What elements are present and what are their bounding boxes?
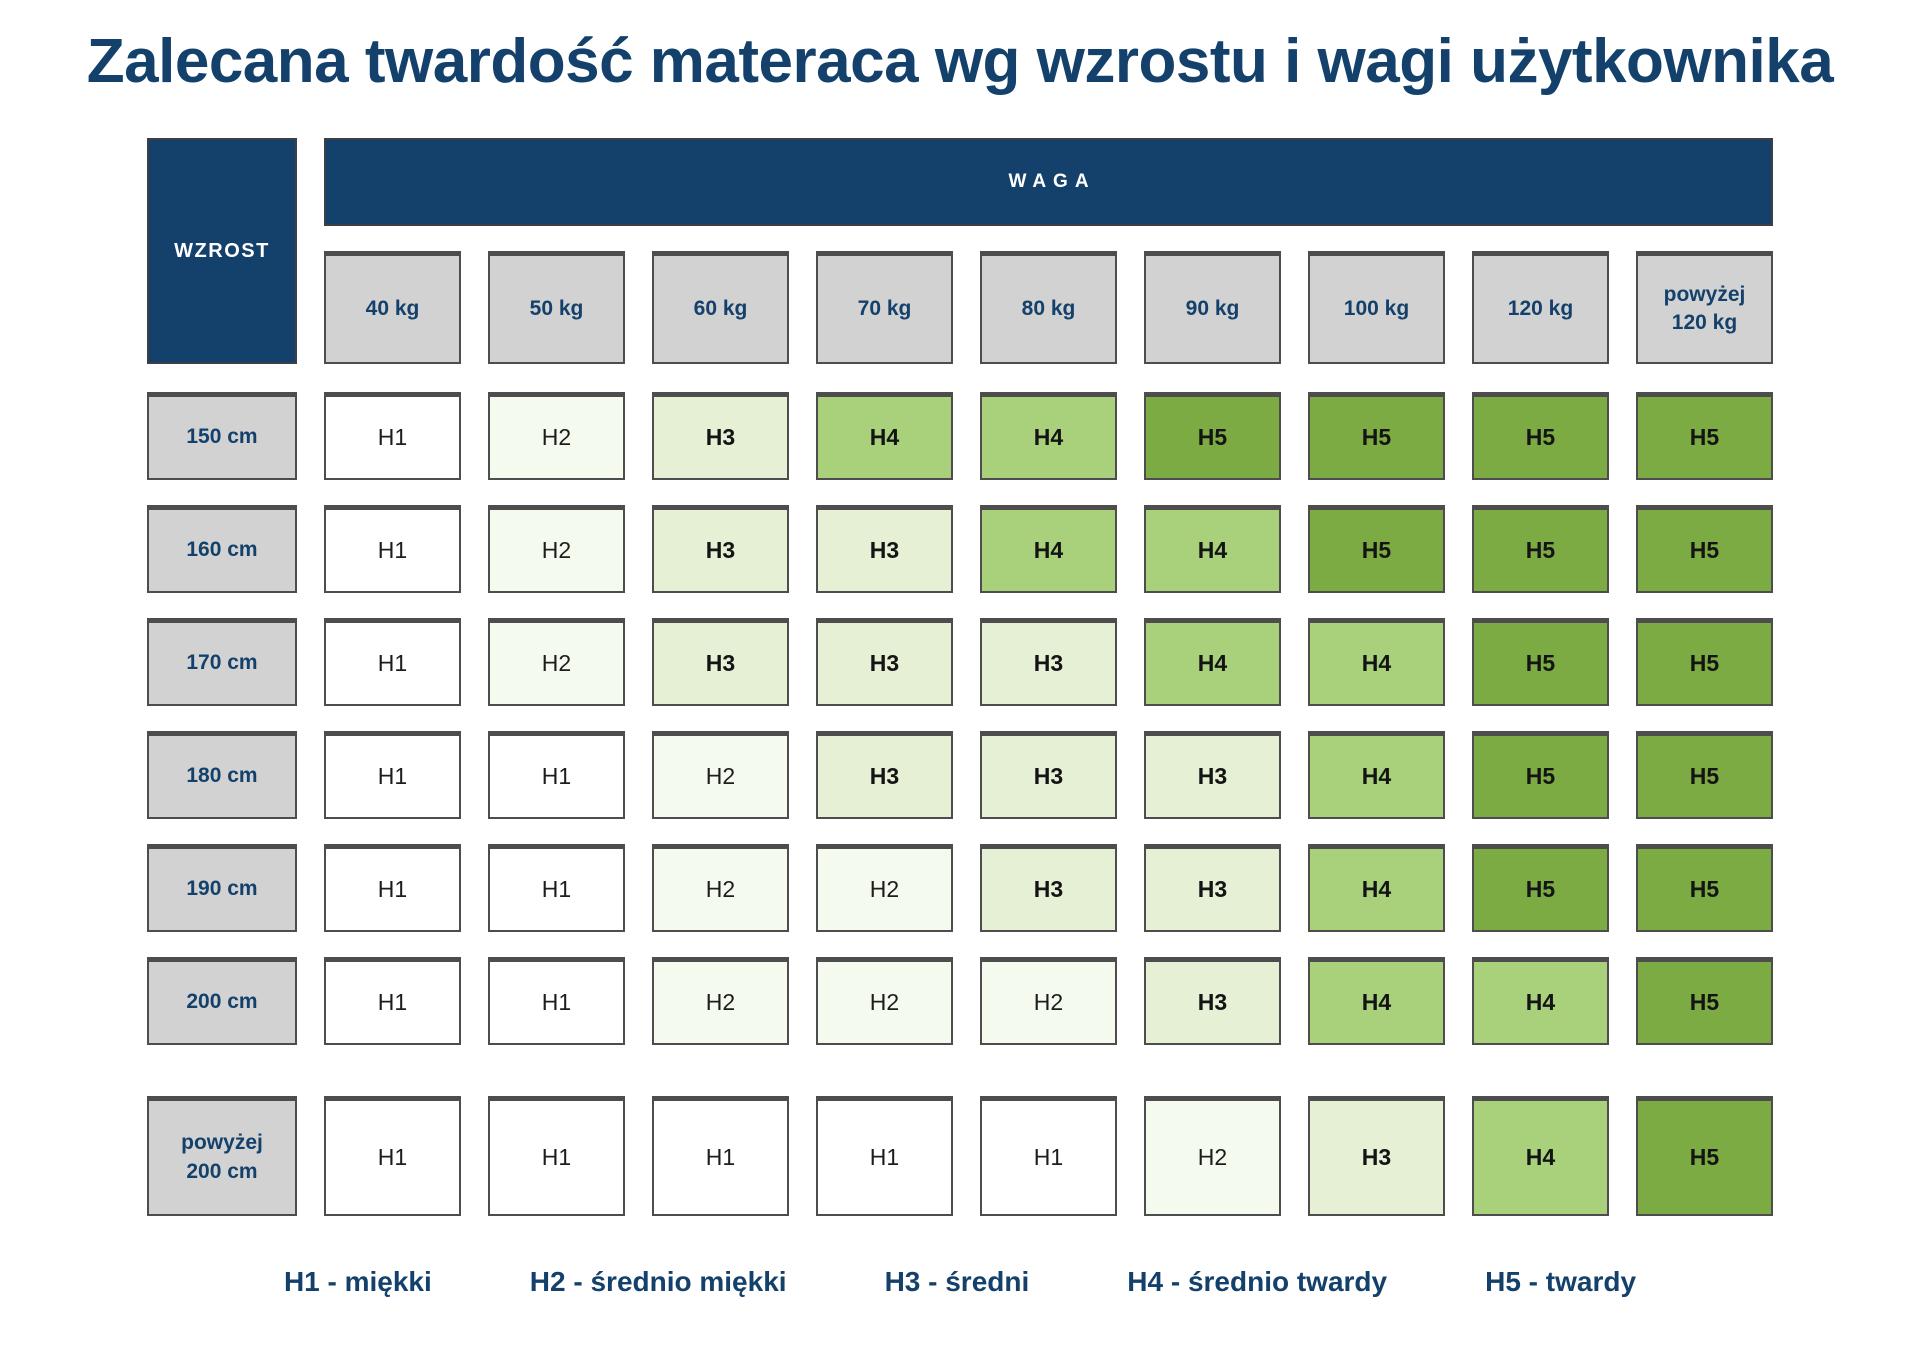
firmness-cell: H3: [980, 844, 1117, 932]
firmness-cell: H3: [816, 731, 953, 819]
firmness-cell: H1: [488, 957, 625, 1045]
height-row-label: 180 cm: [147, 731, 297, 819]
firmness-cell: H4: [1144, 505, 1281, 593]
firmness-cell: H5: [1636, 731, 1773, 819]
firmness-cell: H5: [1636, 392, 1773, 480]
firmness-cell: H1: [488, 1096, 625, 1216]
firmness-cell: H3: [816, 505, 953, 593]
firmness-cell: H3: [980, 731, 1117, 819]
firmness-cell: H1: [324, 618, 461, 706]
firmness-cell: H2: [488, 618, 625, 706]
firmness-cell: H4: [1144, 618, 1281, 706]
firmness-cell: H1: [980, 1096, 1117, 1216]
weight-column-header: 90 kg: [1144, 251, 1281, 364]
firmness-cell: H5: [1636, 844, 1773, 932]
firmness-cell: H3: [1144, 844, 1281, 932]
firmness-cell: H3: [652, 392, 789, 480]
firmness-cell: H4: [1308, 618, 1445, 706]
weight-column-header: 50 kg: [488, 251, 625, 364]
firmness-cell: H5: [1636, 1096, 1773, 1216]
legend-item: H3 - średni: [884, 1266, 1030, 1297]
firmness-cell: H3: [1308, 1096, 1445, 1216]
legend-item: H1 - miękki: [283, 1266, 432, 1297]
legend: H1 - miękki H2 - średnio miękki H3 - średn…: [0, 1266, 1920, 1298]
firmness-cell: H1: [324, 505, 461, 593]
weight-header-bar: WAGA: [324, 138, 1773, 226]
firmness-cell: H5: [1636, 957, 1773, 1045]
weight-column-header: 70 kg: [816, 251, 953, 364]
firmness-cell: H1: [324, 392, 461, 480]
weight-column-header: powyżej 120 kg: [1636, 251, 1773, 364]
firmness-cell: H2: [652, 731, 789, 819]
firmness-cell: H3: [980, 618, 1117, 706]
firmness-cell: H5: [1636, 505, 1773, 593]
firmness-cell: H3: [816, 618, 953, 706]
firmness-cell: H4: [1308, 957, 1445, 1045]
firmness-cell: H3: [652, 505, 789, 593]
legend-item: H5 - twardy: [1485, 1266, 1637, 1297]
height-row-label: 150 cm: [147, 392, 297, 480]
weight-column-header: 100 kg: [1308, 251, 1445, 364]
height-header-cell: WZROST: [147, 138, 297, 364]
weight-column-header: 80 kg: [980, 251, 1117, 364]
weight-column-header: 120 kg: [1472, 251, 1609, 364]
firmness-cell: H4: [1308, 844, 1445, 932]
firmness-cell: H1: [324, 1096, 461, 1216]
height-row-label: 200 cm: [147, 957, 297, 1045]
firmness-cell: H1: [324, 957, 461, 1045]
firmness-cell: H3: [652, 618, 789, 706]
firmness-cell: H5: [1472, 844, 1609, 932]
firmness-cell: H1: [488, 844, 625, 932]
weight-column-header: 40 kg: [324, 251, 461, 364]
firmness-cell: H5: [1472, 731, 1609, 819]
legend-item: H2 - średnio miękki: [529, 1266, 787, 1297]
firmness-cell: H5: [1144, 392, 1281, 480]
height-row-label: 170 cm: [147, 618, 297, 706]
firmness-cell: H1: [488, 731, 625, 819]
firmness-cell: H3: [1144, 731, 1281, 819]
page-title: Zalecana twardość materaca wg wzrostu i …: [86, 27, 1834, 96]
firmness-cell: H1: [324, 731, 461, 819]
firmness-cell: H3: [1144, 957, 1281, 1045]
firmness-cell: H5: [1472, 505, 1609, 593]
firmness-cell: H5: [1472, 392, 1609, 480]
firmness-cell: H2: [1144, 1096, 1281, 1216]
firmness-cell: H2: [652, 844, 789, 932]
firmness-cell: H2: [980, 957, 1117, 1045]
firmness-cell: H5: [1308, 392, 1445, 480]
firmness-cell: H1: [652, 1096, 789, 1216]
height-row-label: 160 cm: [147, 505, 297, 593]
legend-item: H4 - średnio twardy: [1127, 1266, 1388, 1297]
firmness-cell: H5: [1472, 618, 1609, 706]
firmness-cell: H2: [816, 844, 953, 932]
firmness-cell: H4: [1308, 731, 1445, 819]
firmness-cell: H2: [816, 957, 953, 1045]
firmness-cell: H1: [324, 844, 461, 932]
firmness-cell: H4: [980, 505, 1117, 593]
firmness-cell: H2: [488, 505, 625, 593]
height-row-label: 190 cm: [147, 844, 297, 932]
height-row-label: powyżej 200 cm: [147, 1096, 297, 1216]
firmness-cell: H2: [652, 957, 789, 1045]
firmness-cell: H4: [980, 392, 1117, 480]
firmness-cell: H5: [1308, 505, 1445, 593]
firmness-cell: H4: [816, 392, 953, 480]
firmness-cell: H5: [1636, 618, 1773, 706]
firmness-cell: H2: [488, 392, 625, 480]
weight-column-header: 60 kg: [652, 251, 789, 364]
firmness-cell: H1: [816, 1096, 953, 1216]
firmness-cell: H4: [1472, 957, 1609, 1045]
firmness-table: WZROST WAGA 40 kg 50 kg 60 kg 70 kg 80 kg 90 kg…: [147, 138, 1773, 1216]
firmness-cell: H4: [1472, 1096, 1609, 1216]
